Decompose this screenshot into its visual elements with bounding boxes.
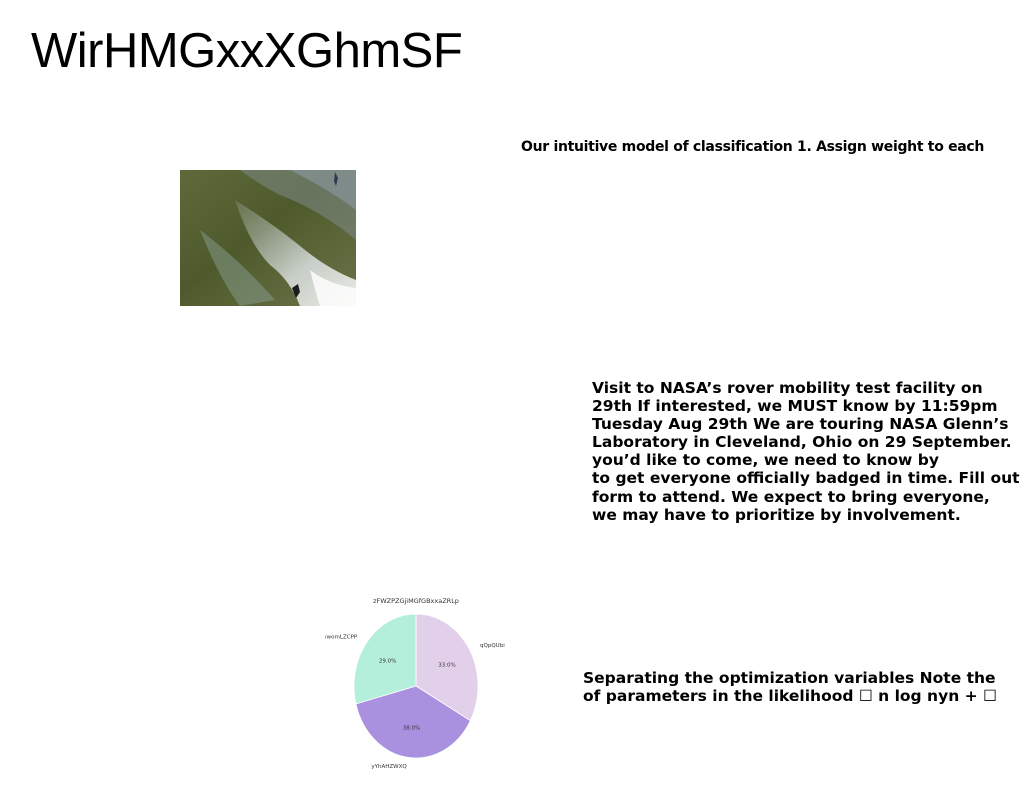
paragraph-line: Laboratory in Cleveland, Ohio on 29 Sept… <box>592 433 1012 452</box>
surf-photo <box>180 170 356 306</box>
pie-slice-yYhAHZWXQ <box>355 685 471 759</box>
paragraph-line: form to attend. We expect to bring every… <box>592 487 990 506</box>
pie-percent-label: 33.0% <box>438 663 455 669</box>
paragraph-line: to get everyone officially badged in tim… <box>592 469 1020 488</box>
paragraph-line: 29th If interested, we MUST know by 11:5… <box>592 397 998 416</box>
page-title: WirHMGxxXGhmSF <box>31 24 463 78</box>
pie-slice-qQpQUbi <box>415 613 479 722</box>
surf-photo-graphic <box>180 170 356 306</box>
paragraph-line: you’d like to come, we need to know by <box>592 451 939 470</box>
optimization-paragraph: Separating the optimization variables No… <box>583 669 1023 705</box>
pie-slice-label: yYhAHZWXQ <box>371 764 407 770</box>
paragraph-line: Separating the optimization variables No… <box>583 669 996 687</box>
pie-percent-label: 38.0% <box>403 725 420 731</box>
event-paragraph: Visit to NASA’s rover mobility test faci… <box>592 379 1024 524</box>
paragraph-line: of parameters in the likelihood ☐ n log … <box>583 687 997 706</box>
paragraph-line: Visit to NASA’s rover mobility test faci… <box>592 379 983 397</box>
pie-slice-label: ywomLZCPP <box>325 635 358 641</box>
paragraph-line: Tuesday Aug 29th We are touring NASA Gle… <box>592 415 1009 434</box>
pie-chart: zFWZPZGjiMGfGBxxaZRLp 33.0% qQpQUbi 38.0% y… <box>325 597 505 770</box>
chart-title: zFWZPZGjiMGfGBxxaZRLp <box>373 597 459 605</box>
caption-text: Our intuitive model of classification 1.… <box>521 139 985 155</box>
pie-percent-label: 29.0% <box>379 658 396 664</box>
paragraph-line: we may have to prioritize by involvement… <box>592 505 961 524</box>
pie-slice-label: qQpQUbi <box>480 643 505 649</box>
pie-slice-ywomLZCPP <box>353 613 417 705</box>
